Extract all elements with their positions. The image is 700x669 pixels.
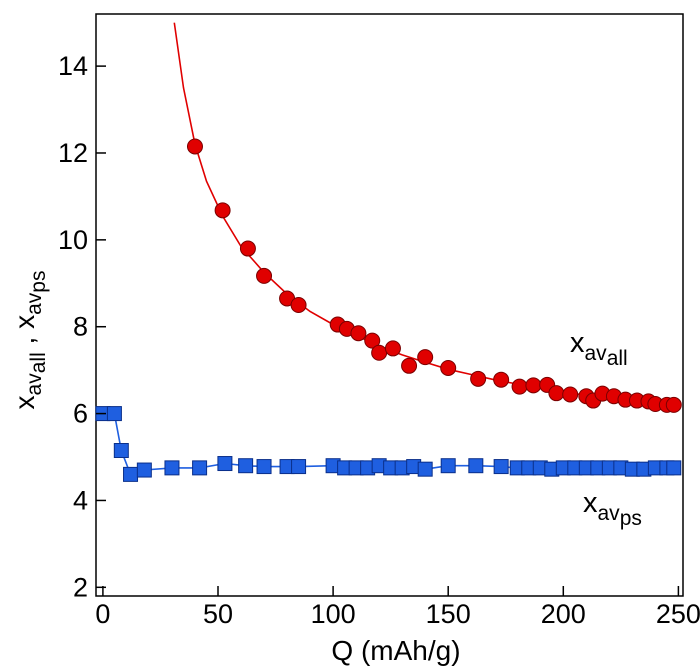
- series-all-label: xavall: [570, 327, 628, 370]
- series-ps-label: xavps: [583, 487, 642, 530]
- data-point: [371, 344, 388, 361]
- y-tick-label: 2: [73, 572, 88, 602]
- data-point: [291, 459, 307, 475]
- x-tick-label: 150: [426, 599, 471, 629]
- x-axis: 0 50 100 150 200 250: [95, 586, 700, 629]
- data-point: [256, 459, 272, 475]
- y-tick-label: 4: [73, 485, 88, 515]
- y-tick-label: 14: [58, 51, 88, 81]
- data-point: [256, 267, 273, 284]
- data-point: [186, 138, 203, 155]
- data-point: [384, 340, 401, 357]
- data-point: [106, 406, 122, 422]
- data-point: [350, 325, 367, 342]
- x-tick-label: 0: [95, 599, 110, 629]
- x-tick-label: 50: [203, 599, 233, 629]
- y-tick-label: 8: [73, 312, 88, 342]
- data-point: [214, 202, 231, 219]
- x-tick-label: 250: [656, 599, 700, 629]
- data-point: [113, 443, 129, 458]
- x-tick-label: 100: [311, 599, 356, 629]
- y-axis: 2 4 6 8 10 12 14: [58, 51, 106, 602]
- data-point: [239, 240, 256, 257]
- plot-area: [95, 13, 684, 597]
- data-point: [417, 349, 434, 366]
- y-tick-label: 6: [73, 399, 88, 429]
- data-point: [192, 460, 208, 476]
- data-point: [401, 357, 418, 374]
- data-point: [123, 466, 139, 482]
- data-point: [164, 460, 180, 476]
- data-point: [562, 386, 579, 403]
- data-point: [493, 459, 509, 475]
- series-all: [173, 22, 682, 413]
- x-axis-title: Q (mAh/g): [331, 635, 460, 666]
- data-point: [136, 462, 152, 478]
- data-point: [417, 461, 433, 477]
- data-point: [290, 297, 307, 313]
- data-point: [440, 458, 456, 474]
- data-point: [493, 371, 510, 388]
- x-tick-label: 200: [541, 599, 586, 629]
- y-tick-label: 10: [58, 225, 88, 255]
- data-point: [511, 378, 528, 395]
- plot-frame: [95, 13, 684, 597]
- data-point: [665, 396, 682, 413]
- data-point: [525, 377, 542, 394]
- data-point: [217, 456, 233, 472]
- y-tick-label: 12: [58, 138, 88, 168]
- data-point: [238, 458, 254, 474]
- data-point: [468, 458, 484, 474]
- data-point: [470, 370, 487, 387]
- series-ps: [95, 406, 682, 482]
- data-point: [364, 332, 381, 349]
- data-point: [666, 460, 682, 476]
- data-point: [440, 359, 457, 376]
- y-axis-title: xavall , xavps: [9, 271, 50, 410]
- series-labels: xavall xavps: [570, 327, 642, 530]
- data-point: [548, 385, 565, 402]
